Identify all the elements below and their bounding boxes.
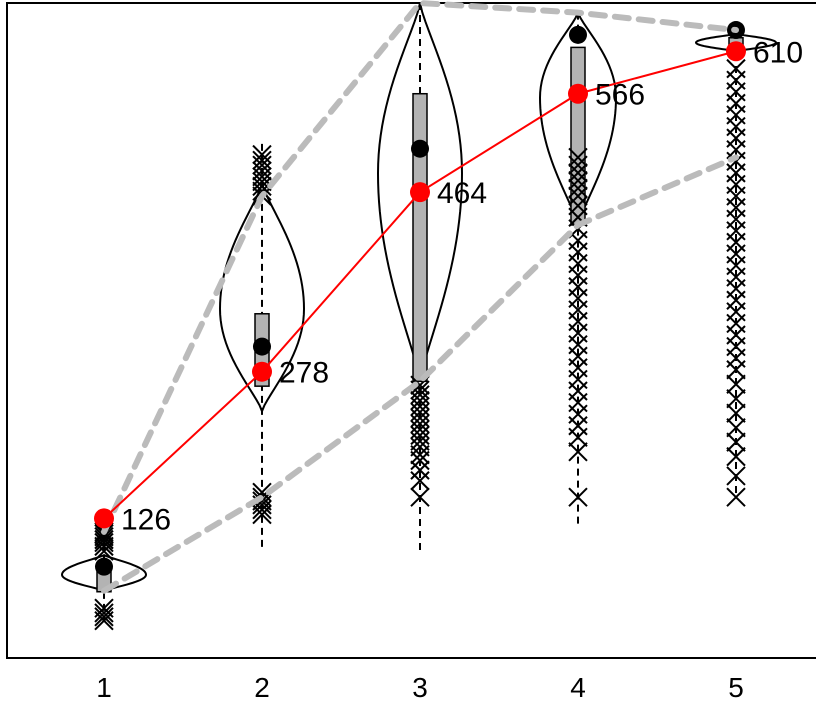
iqr-box: [413, 94, 427, 382]
plot-frame: [7, 3, 816, 658]
median-point-3: [410, 182, 430, 202]
median-value-label-1: 126: [121, 503, 171, 536]
x-tick-label-4: 4: [570, 672, 586, 703]
labels-layer: 126 278 464 566 610: [121, 36, 803, 536]
outlier-point: [569, 488, 587, 506]
median-point-4: [568, 84, 588, 104]
median-point-5: [726, 41, 746, 61]
mean-point: [569, 26, 587, 44]
violin-group-2: [220, 144, 304, 551]
median-value-label-2: 278: [279, 357, 329, 390]
outlier-point: [727, 60, 745, 78]
violin-group-5: [696, 21, 776, 506]
x-tick-label-3: 3: [412, 672, 428, 703]
mean-point: [253, 338, 271, 356]
x-tick-label-5: 5: [728, 672, 744, 703]
mean-point: [411, 140, 429, 158]
x-tick-labels: 1 2 3 4 5: [96, 672, 744, 703]
outlier-point: [95, 599, 113, 617]
median-value-label-4: 566: [595, 79, 645, 112]
violin-group-3: [378, 3, 462, 551]
iqr-box: [571, 47, 585, 225]
x-tick-label-1: 1: [96, 672, 112, 703]
median-point-2: [252, 362, 272, 382]
outlier-point: [727, 467, 745, 485]
median-point-1: [94, 508, 114, 528]
outlier-point: [727, 419, 745, 437]
median-value-label-3: 464: [437, 177, 487, 210]
x-tick-label-2: 2: [254, 672, 270, 703]
outlier-point: [411, 488, 429, 506]
outlier-point: [727, 433, 745, 451]
median-value-label-5: 610: [753, 36, 803, 69]
mean-point: [95, 558, 113, 576]
